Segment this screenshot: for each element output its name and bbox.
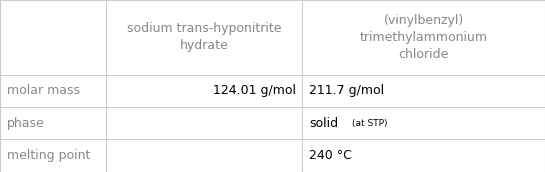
Text: 240 °C: 240 °C — [309, 149, 352, 162]
Text: solid: solid — [309, 117, 338, 130]
Text: 124.01 g/mol: 124.01 g/mol — [213, 84, 296, 98]
Text: sodium trans-hyponitrite
hydrate: sodium trans-hyponitrite hydrate — [127, 22, 282, 52]
Text: phase: phase — [7, 117, 44, 130]
Text: melting point: melting point — [7, 149, 90, 162]
Text: (vinylbenzyl)
trimethylammonium
chloride: (vinylbenzyl) trimethylammonium chloride — [360, 14, 488, 61]
Text: (at STP): (at STP) — [352, 119, 387, 128]
Text: 211.7 g/mol: 211.7 g/mol — [309, 84, 384, 98]
Text: molar mass: molar mass — [7, 84, 80, 98]
